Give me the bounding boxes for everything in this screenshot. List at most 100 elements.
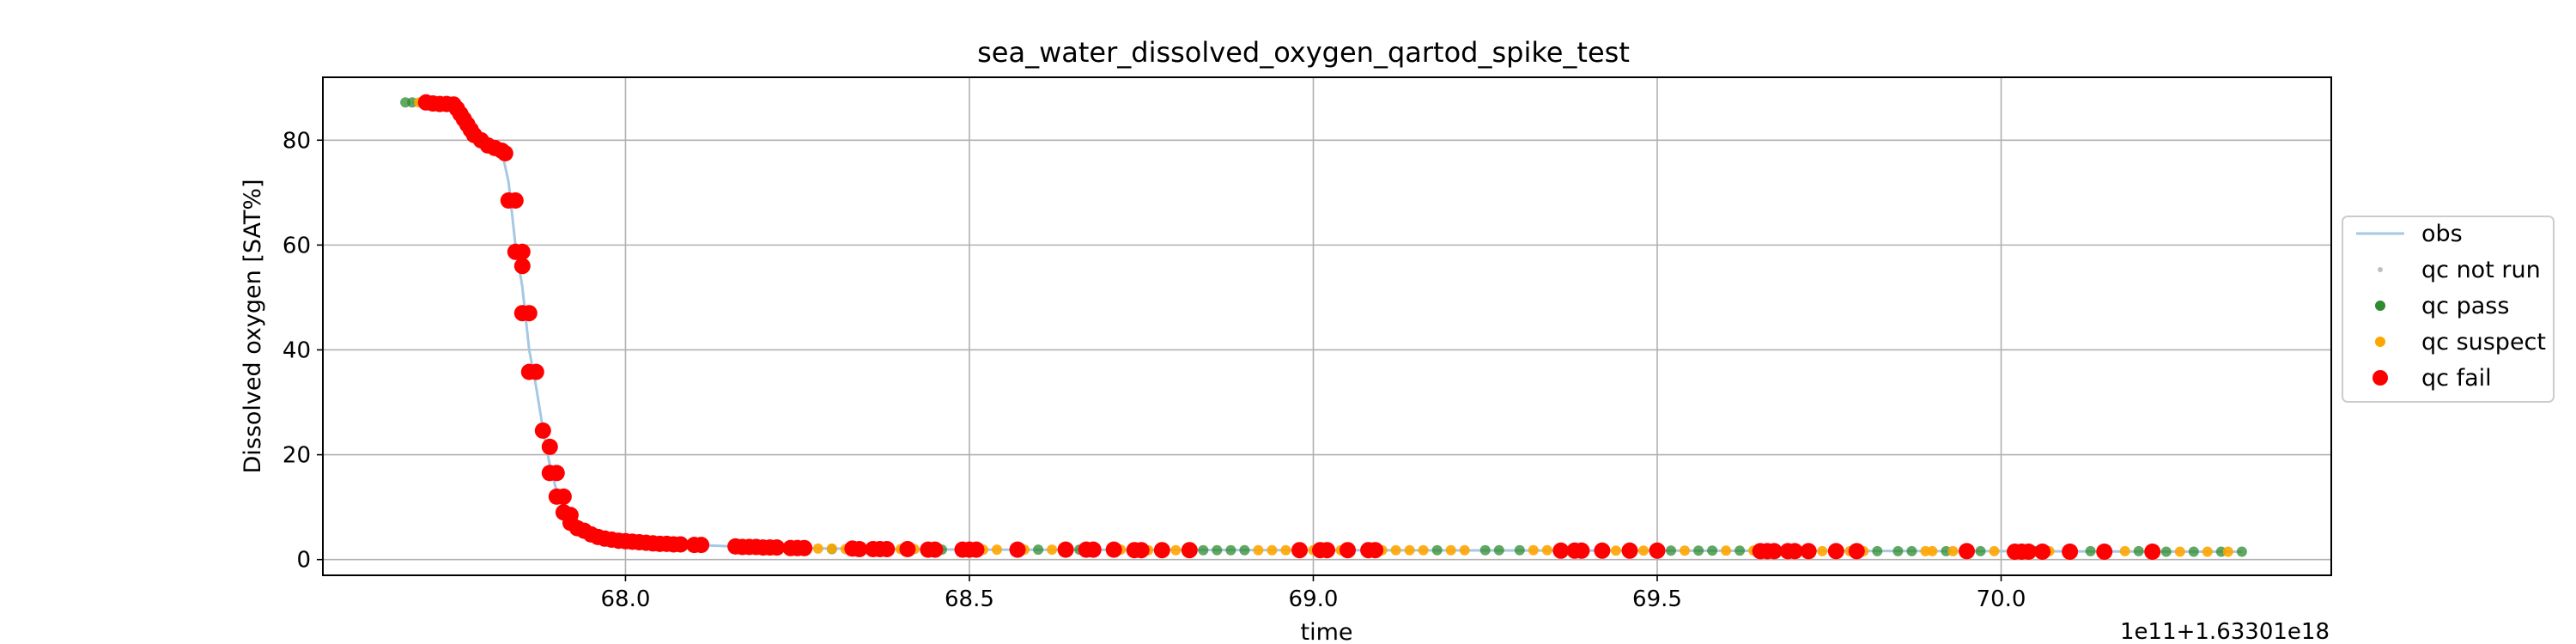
y-tick-label: 40 <box>283 337 311 363</box>
point-qc-fail <box>1786 543 1803 560</box>
point-qc-pass <box>1479 544 1491 556</box>
point-qc-pass <box>1198 544 1209 556</box>
point-qc-fail <box>507 192 524 209</box>
point-qc-fail <box>2062 544 2079 560</box>
point-qc-pass <box>2085 545 2096 556</box>
legend-label-qc-suspect: qc suspect <box>2421 329 2546 355</box>
point-qc-fail <box>555 488 572 505</box>
point-qc-fail <box>672 536 689 553</box>
point-qc-fail <box>1009 541 1026 558</box>
point-qc-suspect <box>1253 544 1264 556</box>
legend: obs qc not run qc pass qc suspect qc fail <box>2342 216 2555 403</box>
point-qc-fail <box>851 541 868 557</box>
point-qc-fail <box>1084 541 1102 558</box>
plot-frame <box>322 76 2332 576</box>
point-qc-suspect <box>2222 546 2233 557</box>
point-qc-fail <box>1367 542 1384 559</box>
point-qc-fail <box>1573 542 1590 559</box>
legend-swatch-qc-pass <box>2375 301 2385 311</box>
point-qc-suspect <box>1680 545 1690 556</box>
point-qc-fail <box>1594 542 1611 559</box>
point-qc-suspect <box>2119 545 2130 556</box>
point-qc-pass <box>2188 546 2199 557</box>
point-qc-suspect <box>1927 545 1938 556</box>
point-qc-fail <box>927 541 944 558</box>
point-qc-pass <box>2236 546 2247 557</box>
point-qc-suspect <box>1047 544 1058 556</box>
point-qc-fail <box>1827 543 1844 560</box>
point-qc-fail <box>693 537 710 554</box>
point-qc-pass <box>1225 544 1236 556</box>
x-tick-label: 69.5 <box>1632 586 1682 612</box>
point-qc-suspect <box>992 544 1002 556</box>
plot-area <box>400 94 2247 560</box>
x-tick-label: 69.0 <box>1289 586 1339 612</box>
y-axis-ticks: 0 20 40 60 80 <box>283 128 323 574</box>
point-qc-fail <box>1848 543 1865 560</box>
point-qc-fail <box>541 438 558 455</box>
point-qc-pass <box>2160 546 2172 557</box>
point-qc-fail <box>2020 544 2037 560</box>
point-qc-fail <box>1319 542 1335 559</box>
point-qc-pass <box>1975 545 1986 556</box>
point-qc-suspect <box>1445 544 1456 556</box>
x-offset-text: 1e11+1.63301e18 <box>2120 619 2330 644</box>
point-qc-pass <box>1239 544 1250 556</box>
legend-label-qc-pass: qc pass <box>2421 293 2509 319</box>
point-qc-fail <box>513 258 531 275</box>
point-qc-fail <box>2096 544 2113 560</box>
y-tick-label: 60 <box>283 233 311 258</box>
point-qc-fail <box>968 541 985 558</box>
point-qc-fail <box>520 305 538 322</box>
point-qc-pass <box>1707 545 1718 556</box>
y-axis-label: Dissolved oxygen [SAT%] <box>240 179 266 473</box>
legend-swatch-qc-not-run <box>2378 267 2383 272</box>
point-qc-suspect <box>1610 545 1621 556</box>
point-qc-pass <box>1033 544 1044 556</box>
point-qc-fail <box>1959 543 1975 560</box>
legend-swatch-qc-suspect <box>2375 337 2385 347</box>
y-tick-label: 0 <box>296 548 311 574</box>
y-tick-label: 80 <box>283 128 311 154</box>
point-qc-suspect <box>1280 544 1291 556</box>
chart-title: sea_water_dissolved_oxygen_qartod_spike_… <box>977 36 1630 69</box>
point-qc-suspect <box>1721 545 1732 556</box>
point-qc-suspect <box>1817 545 1828 556</box>
point-qc-fail <box>878 541 896 557</box>
point-qc-fail <box>1765 543 1783 560</box>
point-qc-fail <box>1057 541 1074 558</box>
point-qc-fail <box>1800 543 1817 560</box>
point-qc-pass <box>1893 545 1904 556</box>
point-qc-fail <box>1340 542 1356 559</box>
point-qc-pass <box>2133 545 2144 556</box>
point-qc-pass <box>1666 545 1676 556</box>
x-tick-label: 70.0 <box>1977 586 2026 612</box>
point-qc-pass <box>1493 544 1504 556</box>
point-qc-fail <box>2144 544 2161 560</box>
point-qc-suspect <box>1638 545 1649 556</box>
legend-label-qc-not-run: qc not run <box>2421 257 2541 283</box>
point-qc-fail <box>796 539 813 556</box>
point-qc-fail <box>1181 542 1198 559</box>
point-qc-fail <box>2034 544 2051 560</box>
y-tick-label: 20 <box>283 443 311 469</box>
point-qc-suspect <box>1404 544 1415 556</box>
legend-label-qc-fail: qc fail <box>2421 365 2492 392</box>
x-tick-label: 68.0 <box>601 586 651 612</box>
point-qc-fail <box>1621 542 1638 559</box>
point-qc-suspect <box>1528 544 1539 556</box>
point-qc-suspect <box>1459 544 1470 556</box>
point-qc-pass <box>1735 545 1746 556</box>
point-qc-fail <box>1105 541 1122 558</box>
series-layer <box>400 94 2247 560</box>
point-qc-suspect <box>1267 544 1278 556</box>
point-qc-fail <box>769 539 786 556</box>
point-qc-pass <box>1693 545 1704 556</box>
point-qc-fail <box>1552 542 1570 559</box>
point-qc-fail <box>899 541 916 557</box>
grid <box>323 77 2331 575</box>
legend-label-obs: obs <box>2421 221 2463 247</box>
point-qc-fail <box>1291 542 1308 559</box>
point-qc-fail <box>527 363 544 380</box>
